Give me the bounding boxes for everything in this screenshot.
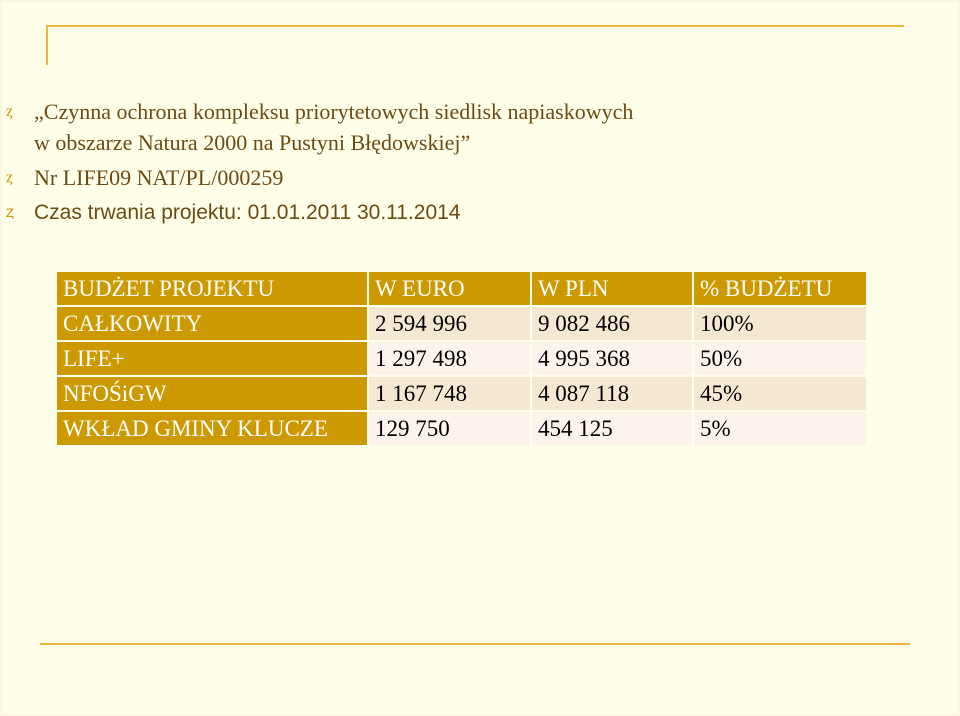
cell-pln: 4 087 118 xyxy=(532,377,692,410)
header-percent: % BUDŻETU xyxy=(694,272,866,305)
row-label: CAŁKOWITY xyxy=(57,307,367,340)
table-row: CAŁKOWITY 2 594 996 9 082 486 100% xyxy=(57,307,866,340)
project-number: ȥ Nr LIFE09 NAT/PL/000259 xyxy=(2,162,902,193)
decorative-left-line xyxy=(46,25,48,65)
table-row: LIFE+ 1 297 498 4 995 368 50% xyxy=(57,342,866,375)
cell-pln: 4 995 368 xyxy=(532,342,692,375)
row-label: WKŁAD GMINY KLUCZE xyxy=(57,412,367,445)
cell-pln: 9 082 486 xyxy=(532,307,692,340)
project-title-line1: „Czynna ochrona kompleksu priorytetowych… xyxy=(34,99,634,124)
table-row: NFOŚiGW 1 167 748 4 087 118 45% xyxy=(57,377,866,410)
cell-percent: 100% xyxy=(694,307,866,340)
table-header-row: BUDŻET PROJEKTU W EURO W PLN % BUDŻETU xyxy=(57,272,866,305)
swirl-bullet-icon: ȥ xyxy=(6,169,14,186)
cell-pln: 454 125 xyxy=(532,412,692,445)
cell-percent: 5% xyxy=(694,412,866,445)
row-label: NFOŚiGW xyxy=(57,377,367,410)
table-row: WKŁAD GMINY KLUCZE 129 750 454 125 5% xyxy=(57,412,866,445)
budget-table: BUDŻET PROJEKTU W EURO W PLN % BUDŻETU C… xyxy=(55,270,868,447)
decorative-bottom-line xyxy=(40,643,910,645)
swirl-bullet-icon: ȥ xyxy=(6,103,14,120)
bullet-list: ȥ „Czynna ochrona kompleksu priorytetowy… xyxy=(2,96,902,228)
project-duration-text: Czas trwania projektu: 01.01.2011 30.11.… xyxy=(34,201,461,224)
cell-percent: 50% xyxy=(694,342,866,375)
cell-euro: 1 297 498 xyxy=(369,342,530,375)
header-euro: W EURO xyxy=(369,272,530,305)
header-pln: W PLN xyxy=(532,272,692,305)
header-budget-project: BUDŻET PROJEKTU xyxy=(57,272,367,305)
project-duration: ȥ Czas trwania projektu: 01.01.2011 30.1… xyxy=(2,197,902,228)
swirl-bullet-icon: ȥ xyxy=(6,204,14,221)
cell-euro: 1 167 748 xyxy=(369,377,530,410)
cell-percent: 45% xyxy=(694,377,866,410)
project-title-line2: w obszarze Natura 2000 na Pustyni Błędow… xyxy=(34,130,471,155)
cell-euro: 129 750 xyxy=(369,412,530,445)
project-number-text: Nr LIFE09 NAT/PL/000259 xyxy=(34,165,284,190)
decorative-top-line xyxy=(46,25,904,27)
cell-euro: 2 594 996 xyxy=(369,307,530,340)
row-label: LIFE+ xyxy=(57,342,367,375)
project-title: ȥ „Czynna ochrona kompleksu priorytetowy… xyxy=(2,96,902,158)
